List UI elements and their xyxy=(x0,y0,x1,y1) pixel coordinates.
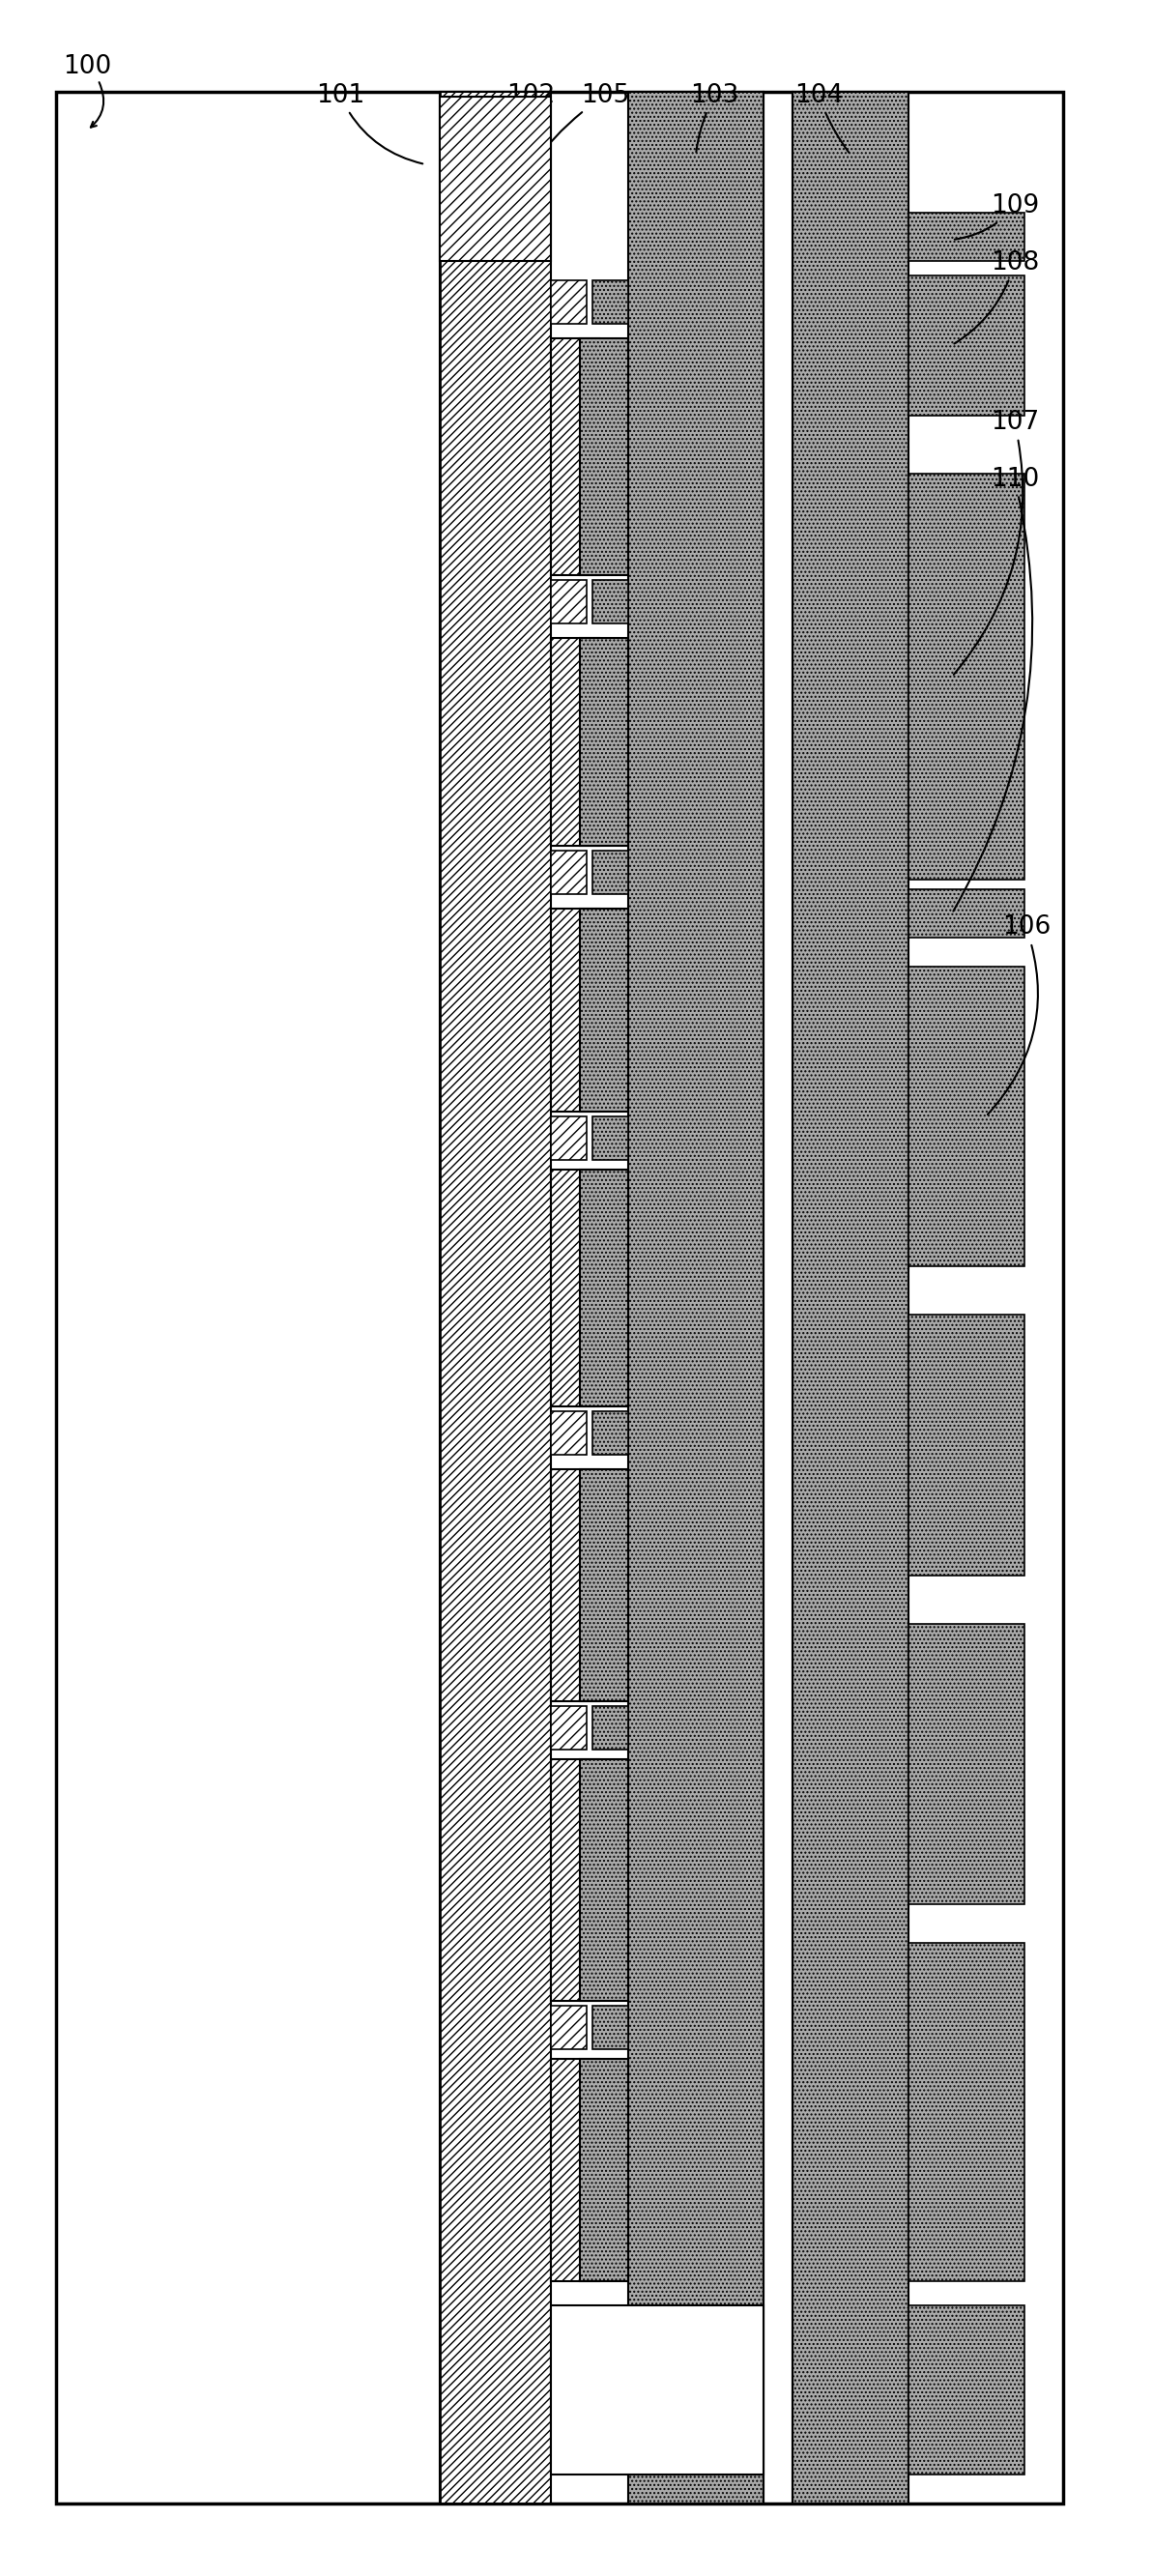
Text: 105: 105 xyxy=(532,82,630,167)
Bar xyxy=(909,966,1025,1267)
Bar xyxy=(909,474,1025,878)
Bar xyxy=(909,276,1025,415)
Bar xyxy=(580,2058,628,2282)
Bar xyxy=(580,1468,628,1700)
Bar xyxy=(56,93,1063,2504)
Text: 100: 100 xyxy=(63,54,112,80)
Text: 104: 104 xyxy=(794,82,849,152)
Bar xyxy=(439,93,551,2504)
Text: 108: 108 xyxy=(955,250,1039,343)
Bar xyxy=(580,1759,628,2002)
Bar xyxy=(593,281,628,325)
Bar xyxy=(551,2007,587,2048)
Bar xyxy=(551,639,598,845)
Text: 106: 106 xyxy=(988,914,1050,1115)
Bar xyxy=(909,214,1025,260)
Bar xyxy=(909,1942,1025,2282)
Bar xyxy=(551,1115,587,1159)
Text: 103: 103 xyxy=(691,82,739,152)
Text: 110: 110 xyxy=(954,466,1039,912)
Bar xyxy=(909,1314,1025,1577)
Bar xyxy=(593,850,628,894)
Text: 109: 109 xyxy=(955,193,1039,240)
Bar xyxy=(628,93,763,2504)
Bar xyxy=(551,1170,598,1406)
Bar xyxy=(593,1412,628,1455)
Bar xyxy=(909,889,1025,938)
Text: 107: 107 xyxy=(954,410,1039,675)
Bar xyxy=(580,1170,628,1406)
Bar xyxy=(551,281,587,325)
Bar xyxy=(593,1705,628,1749)
Bar xyxy=(909,2306,1025,2476)
Bar xyxy=(593,2007,628,2048)
Bar xyxy=(593,1115,628,1159)
Bar xyxy=(551,580,587,623)
Bar xyxy=(909,1623,1025,1904)
Bar xyxy=(580,639,628,845)
Bar xyxy=(580,909,628,1113)
Bar xyxy=(551,2306,763,2476)
Text: 101: 101 xyxy=(316,82,423,165)
Bar xyxy=(792,93,909,2504)
Bar xyxy=(551,2058,598,2282)
Bar xyxy=(580,337,628,574)
Bar xyxy=(551,1759,598,2002)
Bar xyxy=(593,580,628,623)
Bar xyxy=(551,1468,598,1700)
Bar xyxy=(551,1705,587,1749)
Bar xyxy=(551,1412,587,1455)
Bar xyxy=(551,337,598,574)
Text: 102: 102 xyxy=(496,82,555,152)
Bar xyxy=(551,850,587,894)
Bar xyxy=(439,98,551,260)
Bar xyxy=(551,909,598,1113)
